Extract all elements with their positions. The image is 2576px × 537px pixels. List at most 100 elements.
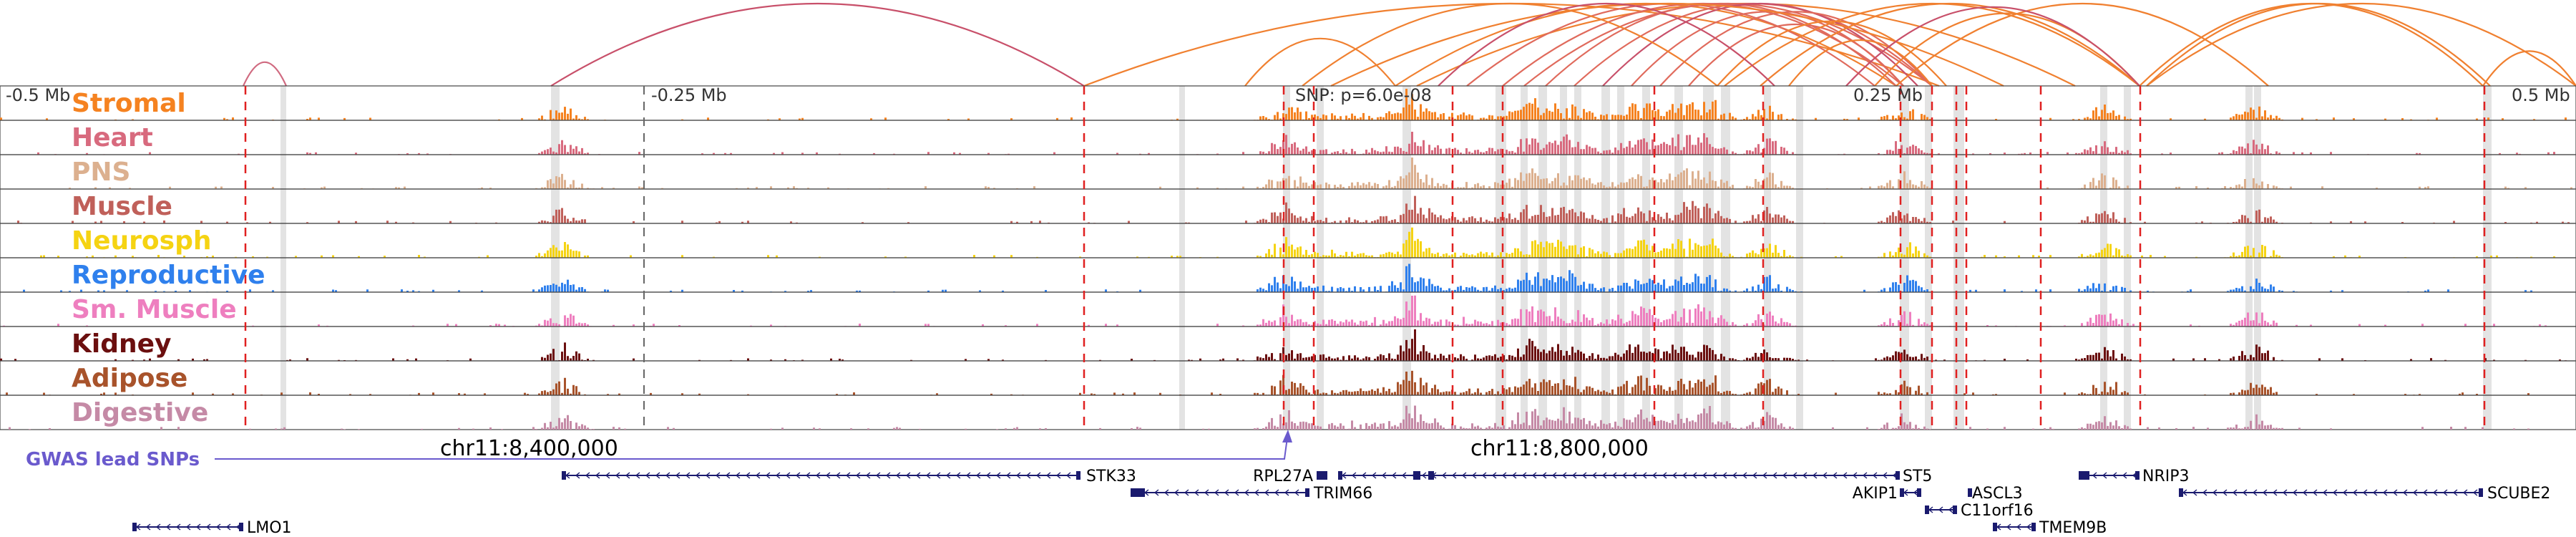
- gene-label: C11orf16: [1961, 502, 2034, 520]
- exon-block: [1900, 488, 1904, 497]
- gene-label: TRIM66: [1313, 485, 1372, 503]
- track-label-heart: Heart: [72, 123, 153, 153]
- gene-label: STK33: [1086, 468, 1136, 485]
- exon-block: [1131, 488, 1145, 497]
- exon-block: [1925, 505, 1929, 514]
- exon-block: [562, 471, 566, 480]
- exon-block: [1338, 471, 1342, 480]
- track-label-muscle: Muscle: [72, 192, 172, 221]
- gene-label: AKIP1: [1853, 485, 1898, 503]
- exon-block: [2031, 523, 2036, 531]
- interaction-arc: [1438, 3, 1775, 87]
- track-label-sm-muscle: Sm. Muscle: [72, 295, 237, 324]
- gene-annotation-panel: chr11:8,400,000 chr11:8,800,000 GWAS lea…: [26, 430, 1649, 470]
- exon-block: [1076, 471, 1080, 480]
- snp-dashed-lines: [244, 86, 2486, 430]
- interaction-arc: [550, 3, 1085, 87]
- gene-c11orf16: C11orf16: [1925, 502, 2034, 520]
- signal-peaks: [17, 195, 2570, 223]
- axis-label-neg-0-5: -0.5 Mb: [6, 85, 70, 105]
- gene-lmo1: LMO1: [132, 519, 292, 537]
- gene-label: ASCL3: [1972, 485, 2023, 503]
- gwas-snp-marker: [1282, 430, 1292, 442]
- track-label-adipose: Adipose: [72, 364, 187, 393]
- interaction-arc: [1602, 2, 1918, 87]
- gene-tmem9b: TMEM9B: [1993, 519, 2107, 537]
- gene-akip1: AKIP1: [1853, 485, 1921, 503]
- track-labels: Stromal Heart PNS Muscle Neurosph Reproductiv…: [72, 89, 265, 427]
- axis-label-0-25: 0.25 Mb: [1853, 85, 1923, 105]
- coord-label-8800000: chr11:8,800,000: [1470, 436, 1649, 461]
- track-label-stromal: Stromal: [72, 89, 186, 118]
- exon-block: [1305, 488, 1309, 497]
- interaction-arc: [1330, 2, 2004, 87]
- track-label-reproductive: Reproductive: [72, 261, 265, 290]
- genomic-axis: -0.5 Mb -0.25 Mb 0.25 Mb 0.5 Mb SNP: p=6…: [6, 85, 2570, 105]
- exon-block: [1413, 471, 1420, 480]
- axis-label-neg-0-25: -0.25 Mb: [651, 85, 727, 105]
- interaction-arc: [1302, 3, 1718, 87]
- exon-block: [2179, 488, 2183, 497]
- interaction-arc: [1845, 6, 2140, 87]
- snp-pvalue-label: SNP: p=6.0e-08: [1295, 85, 1432, 105]
- signal-peaks: [9, 405, 2529, 430]
- gene-label: RPL27A: [1253, 468, 1313, 485]
- interaction-arc: [2482, 50, 2576, 87]
- exon-block: [2479, 488, 2483, 497]
- interaction-arc: [2146, 3, 2576, 87]
- gene-trim66: TRIM66: [1131, 485, 1372, 503]
- gene-label: NRIP3: [2142, 468, 2190, 485]
- exon-block: [2135, 471, 2140, 480]
- signal-peaks: [40, 227, 2555, 258]
- signal-tracks: [0, 85, 2576, 430]
- gene-ascl3: ASCL3: [1968, 485, 2023, 503]
- gene-scube2: SCUBE2: [2179, 485, 2550, 503]
- exon-block: [2082, 471, 2089, 480]
- signal-peaks: [23, 263, 2532, 292]
- gene-stk33: STK33: [562, 468, 1136, 485]
- gene-label: TMEM9B: [2039, 519, 2107, 537]
- gene-label: ST5: [1903, 468, 1932, 485]
- coord-label-8400000: chr11:8,400,000: [440, 436, 618, 461]
- interaction-arc: [1760, 2, 2140, 87]
- interaction-arc: [1896, 2, 2269, 87]
- gene-label: SCUBE2: [2487, 485, 2550, 503]
- exon-block: [2079, 471, 2083, 480]
- signal-peaks: [37, 132, 2555, 155]
- interaction-arc: [1717, 20, 1947, 87]
- exon-block: [1428, 471, 1434, 480]
- interaction-arc: [2146, 3, 2491, 87]
- exon-block: [1917, 488, 1921, 497]
- gene-rpl27a: RPL27A: [1253, 468, 1327, 485]
- exon-block: [132, 523, 137, 531]
- exon-block: [1896, 471, 1900, 480]
- gene-nrip3: NRIP3: [2079, 468, 2190, 485]
- exon-block: [239, 523, 243, 531]
- interaction-arc: [1788, 39, 1933, 87]
- exon-block: [1968, 488, 1972, 497]
- interaction-arc: [2139, 3, 2484, 87]
- interaction-arc: [1688, 24, 1904, 87]
- signal-peaks: [0, 89, 2567, 120]
- exon-block: [1993, 523, 1997, 531]
- gwas-lead-snps-label: GWAS lead SNPs: [26, 449, 200, 470]
- interaction-arc: [242, 61, 288, 87]
- interaction-arc: [1502, 2, 1904, 87]
- interaction-arc: [1244, 37, 1396, 87]
- axis-label-0-5: 0.5 Mb: [2512, 85, 2570, 105]
- track-label-kidney: Kidney: [72, 329, 172, 359]
- gene-label: LMO1: [247, 519, 292, 537]
- gene-st5: ST5: [1338, 468, 1932, 485]
- interaction-loops: [242, 2, 2576, 87]
- track-label-digestive: Digestive: [72, 398, 208, 427]
- exon-block: [1318, 471, 1327, 480]
- track-label-neurosph: Neurosph: [72, 226, 212, 256]
- interaction-arc: [1545, 3, 1897, 87]
- signal-peaks: [3, 295, 2547, 326]
- exon-block: [1953, 505, 1957, 514]
- gwas-connector-line: [215, 432, 1289, 460]
- signal-peaks: [6, 370, 2529, 395]
